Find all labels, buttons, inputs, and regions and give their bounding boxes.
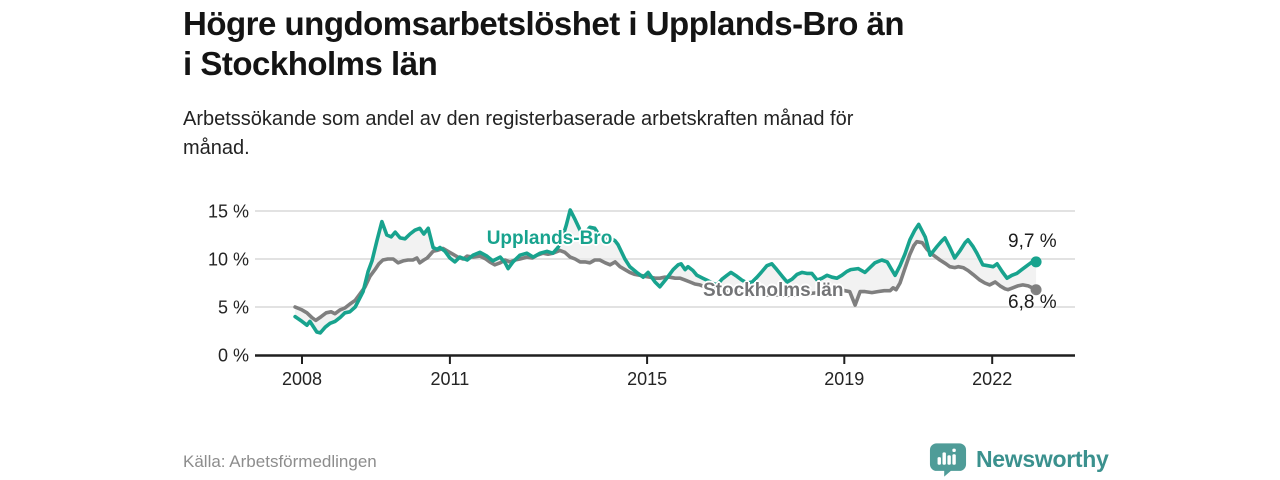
x-tick-label-2011: 2011: [431, 369, 470, 389]
newsworthy-logo-text: Newsworthy: [976, 446, 1109, 472]
y-tick-label-5pct: 5 %: [218, 298, 249, 318]
band-between-series: [295, 210, 1037, 333]
line-upplands-bro: [293, 208, 1038, 335]
page-title: Högre ungdomsarbetslöshet i Upplands-Bro…: [183, 4, 1143, 84]
end-dot-upplands-bro: [1030, 256, 1042, 268]
source-credit: Källa: Arbetsförmedlingen: [183, 452, 377, 471]
x-tick-label-2022: 2022: [972, 369, 1012, 389]
y-tick-label-15pct: 15 %: [208, 202, 249, 222]
title-line-2: i Stockholms län: [183, 45, 438, 82]
logo-bar-1: [937, 457, 941, 465]
newsworthy-logo-icon: [929, 443, 967, 477]
end-value-upplands-bro: 9,7 %: [1008, 231, 1057, 252]
series-label-stockholms-lan: Stockholms län: [703, 280, 844, 301]
x-tick-label-2019: 2019: [824, 369, 864, 389]
subtitle-line-1: Arbetssökande som andel av den registerb…: [183, 108, 854, 130]
end-dot-stockholms-lan: [1030, 284, 1042, 296]
subtitle-line-2: månad.: [183, 137, 250, 159]
series-label-upplands-bro: Upplands-Bro: [486, 228, 613, 249]
logo-exclamation-dot: [952, 448, 956, 452]
logo-bar-3: [947, 455, 951, 465]
y-tick-label-10pct: 10 %: [208, 250, 249, 270]
chart-subtitle: Arbetssökande som andel av den registerb…: [183, 105, 963, 163]
y-tick-label-0pct: 0 %: [218, 346, 249, 366]
logo-bar-2: [942, 452, 946, 465]
x-tick-label-2008: 2008: [282, 369, 322, 389]
logo-exclamation-bar: [952, 454, 956, 465]
newsworthy-logo: Newsworthy: [929, 442, 1109, 477]
x-tick-label-2015: 2015: [627, 369, 667, 389]
end-value-stockholms-lan: 6,8 %: [1008, 292, 1057, 313]
title-line-1: Högre ungdomsarbetslöshet i Upplands-Bro…: [183, 5, 905, 42]
line-stockholms-lan: [293, 239, 1038, 323]
